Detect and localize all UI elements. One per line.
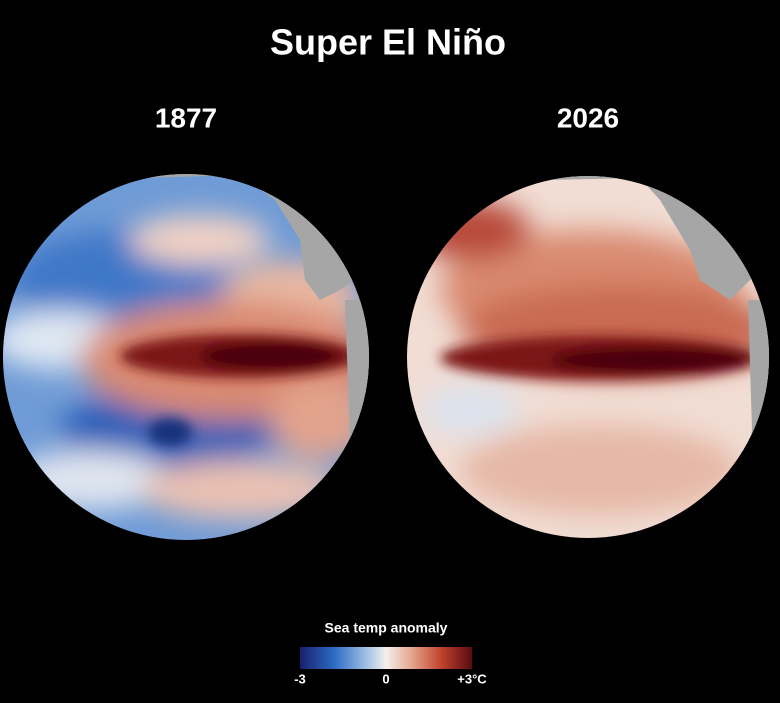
globe-label: 1877	[155, 102, 217, 133]
legend-tick-label: +3°C	[457, 671, 487, 686]
legend-tick-label: -3	[294, 671, 306, 686]
legend-title: Sea temp anomaly	[325, 620, 448, 636]
legend-ticks: -3 0 +3°C	[294, 671, 487, 686]
title: Super El Niño	[270, 22, 506, 63]
legend-tick-label: 0	[382, 671, 389, 686]
globe-2026	[407, 176, 769, 538]
colorbar	[300, 647, 472, 669]
globe-label: 2026	[557, 102, 619, 133]
